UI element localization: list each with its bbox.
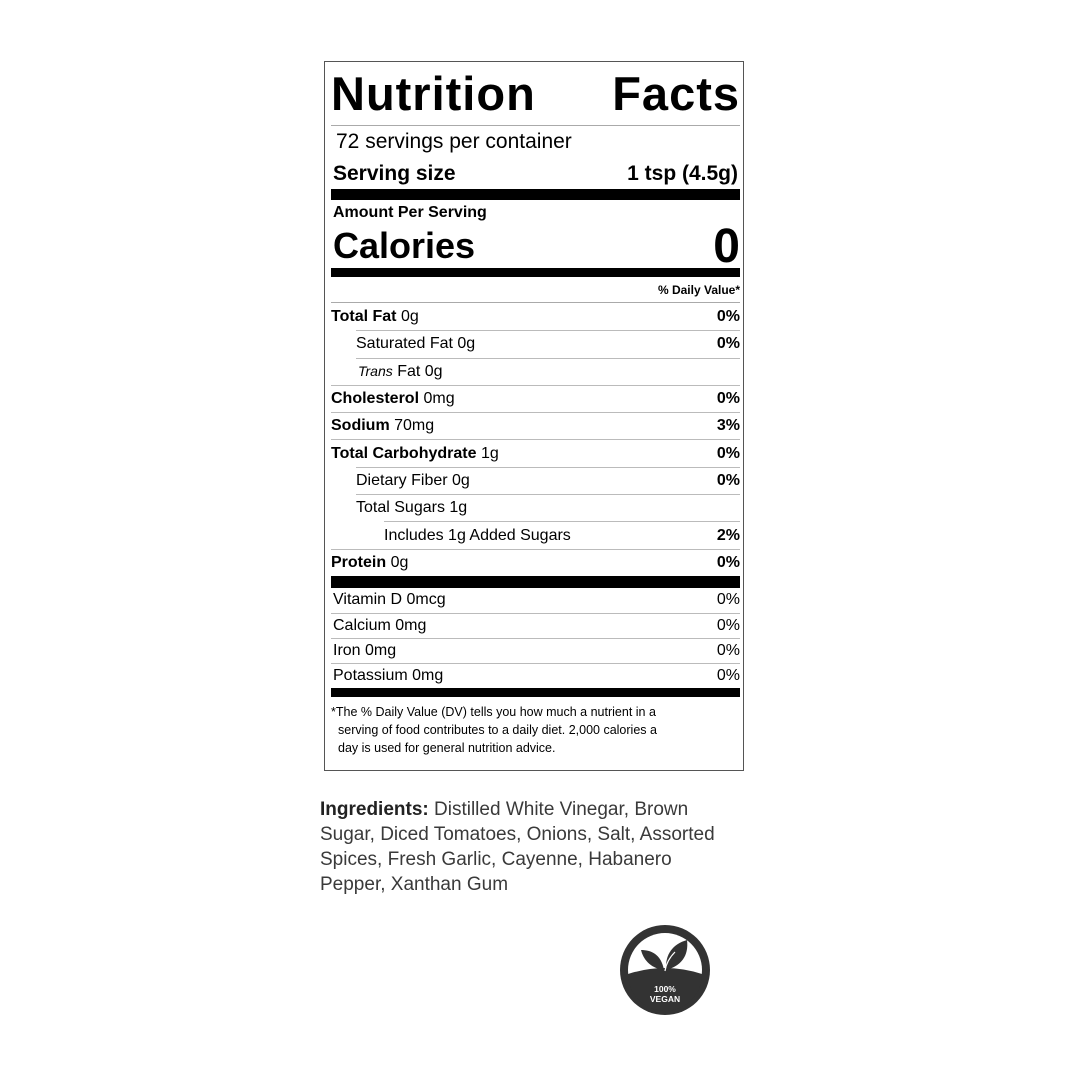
nutrient-daily-value: 2% — [716, 526, 740, 544]
badge-text: VEGAN — [650, 994, 680, 1004]
nutrient-daily-value: 3% — [716, 417, 740, 435]
servings-per-container: 72 servings per container — [331, 126, 740, 158]
ingredients: Ingredients: Distilled White Vinegar, Br… — [320, 797, 730, 897]
nutrient-row: Total Carbohydrate 1g 0% — [331, 439, 740, 466]
vitamin-name: Vitamin D 0mcg — [333, 591, 446, 609]
divider-thick — [331, 268, 740, 277]
vitamin-daily-value: 0% — [716, 616, 740, 634]
serving-size: Serving size 1 tsp (4.5g) — [331, 158, 740, 189]
vitamin-row: Iron 0mg 0% — [331, 637, 740, 663]
nutrient-row: Total Fat 0g 0% — [331, 303, 740, 330]
nutrient-daily-value: 0% — [716, 335, 740, 353]
nutrient-daily-value: 0% — [716, 471, 740, 489]
vitamin-name: Potassium 0mg — [333, 666, 444, 684]
label-title: Nutrition Facts — [331, 62, 740, 126]
vitamin-row: Potassium 0mg 0% — [331, 662, 740, 688]
nutrient-row: Protein 0g 0% — [331, 548, 740, 576]
nutrient-name: Dietary Fiber 0g — [356, 471, 470, 489]
servings-text: 72 servings per container — [336, 130, 572, 153]
vitamin-daily-value: 0% — [716, 666, 740, 684]
leaf-right — [665, 940, 688, 970]
nutrient-row: Saturated Fat 0g 0% — [356, 330, 740, 357]
nutrient-row: Sodium 70mg 3% — [331, 412, 740, 439]
badge-text: 100% — [654, 984, 676, 994]
footnote-line: serving of food contributes to a daily d… — [338, 722, 657, 737]
nutrient-row: Cholesterol 0mg 0% — [331, 384, 740, 412]
calories-label: Calories — [333, 225, 476, 266]
amount-per-serving-text: Amount Per Serving — [333, 204, 487, 221]
nutrient-name: Total Fat 0g — [331, 307, 419, 325]
divider-thick — [331, 687, 740, 697]
divider-thick — [331, 575, 740, 588]
divider-thick — [331, 189, 740, 200]
nutrient-name: Total Carbohydrate 1g — [331, 444, 499, 462]
nutrition-facts-label: Nutrition Facts 72 servings per containe… — [324, 61, 744, 771]
vegan-badge-icon: 100% VEGAN — [620, 925, 710, 1015]
ingredients-text: Distilled White Vinegar, Brown Sugar, Di… — [320, 799, 715, 895]
nutrient-daily-value: 0% — [716, 444, 740, 462]
daily-value-header: % Daily Value* — [331, 277, 740, 303]
vitamin-daily-value: 0% — [716, 641, 740, 659]
nutrient-daily-value: 0% — [716, 390, 740, 408]
vitamin-list: Vitamin D 0mcg 0% Calcium 0mg 0% Iron 0mg 0% P… — [331, 588, 740, 688]
vitamin-name: Iron 0mg — [333, 641, 397, 659]
nutrient-name: Includes 1g Added Sugars — [384, 526, 571, 544]
nutrient-name: Sodium 70mg — [331, 417, 435, 435]
nutrient-daily-value: 0% — [716, 307, 740, 325]
vitamin-daily-value: 0% — [716, 591, 740, 609]
daily-value-text: % Daily Value* — [657, 282, 740, 297]
calories-value: 0 — [713, 219, 740, 273]
vitamin-row: Vitamin D 0mcg 0% — [331, 588, 740, 613]
calories-row: Calories 0 — [331, 220, 740, 273]
nutrient-row: Total Sugars 1g — [356, 494, 740, 521]
title-word: Facts — [612, 67, 740, 120]
leaf-left — [641, 950, 664, 970]
nutrient-row: Includes 1g Added Sugars 2% — [384, 521, 740, 548]
nutrient-row: Trans Fat 0g — [356, 357, 740, 385]
nutrient-name: Protein 0g — [331, 553, 409, 571]
footnote-line: day is used for general nutrition advice… — [338, 740, 556, 755]
footnote-line: *The % Daily Value (DV) tells you how mu… — [331, 704, 656, 719]
footnote: *The % Daily Value (DV) tells you how mu… — [331, 697, 740, 757]
vitamin-name: Calcium 0mg — [333, 616, 427, 634]
nutrient-name: Total Sugars 1g — [356, 499, 468, 517]
nutrient-daily-value: 0% — [716, 553, 740, 571]
nutrient-name: Trans Fat 0g — [358, 362, 443, 380]
nutrient-row: Dietary Fiber 0g 0% — [356, 466, 740, 494]
nutrient-name: Saturated Fat 0g — [356, 335, 476, 353]
serving-size-label: Serving size — [333, 161, 456, 185]
title-word: Nutrition — [331, 67, 536, 120]
ingredients-label: Ingredients: — [320, 799, 429, 820]
nutrient-name: Cholesterol 0mg — [331, 390, 455, 408]
serving-size-value: 1 tsp (4.5g) — [627, 161, 738, 185]
amount-per-serving: Amount Per Serving — [331, 200, 740, 224]
nutrient-list: Total Fat 0g 0% Saturated Fat 0g 0% Trans F… — [331, 303, 740, 576]
vitamin-row: Calcium 0mg 0% — [331, 612, 740, 638]
